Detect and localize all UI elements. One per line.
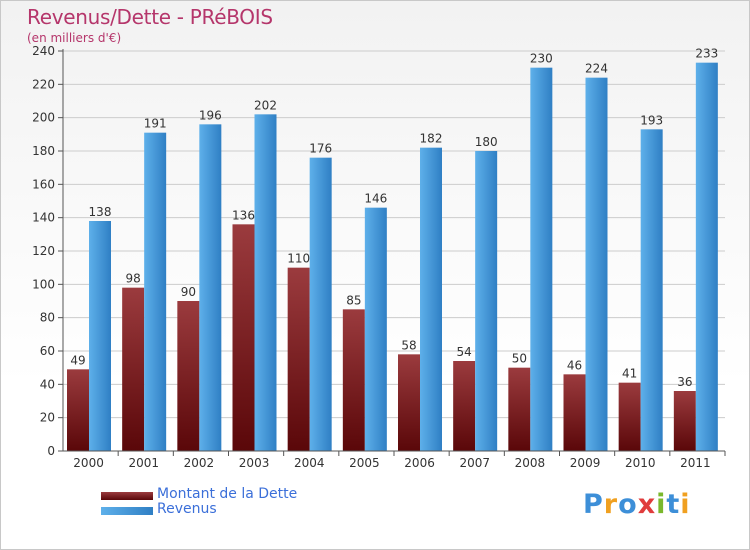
bar-dette-2011 bbox=[673, 391, 696, 451]
y-tick-label: 180 bbox=[32, 144, 55, 158]
bar-revenus-2008 bbox=[530, 67, 553, 452]
data-label-revenus-2011: 233 bbox=[695, 47, 718, 61]
data-label-revenus-2005: 146 bbox=[364, 192, 387, 206]
x-tick-label: 2000 bbox=[73, 456, 104, 470]
data-label-dette-2011: 36 bbox=[677, 375, 692, 389]
legend-label-dette: Montant de la Dette bbox=[157, 486, 298, 502]
bar-revenus-2005 bbox=[364, 207, 387, 451]
data-label-dette-2009: 46 bbox=[567, 358, 582, 372]
data-label-dette-2005: 85 bbox=[346, 293, 361, 307]
bar-revenus-2010 bbox=[640, 129, 663, 452]
bar-revenus-2006 bbox=[420, 147, 442, 451]
data-label-dette-2008: 50 bbox=[512, 352, 527, 366]
y-tick-label: 160 bbox=[32, 177, 55, 191]
bar-dette-2002 bbox=[177, 301, 200, 451]
bar-dette-2004 bbox=[287, 267, 310, 451]
proxiti-logo: Proxiti bbox=[583, 489, 691, 520]
x-tick-label: 2002 bbox=[184, 456, 215, 470]
data-label-revenus-2001: 191 bbox=[144, 117, 167, 131]
data-label-dette-2010: 41 bbox=[622, 367, 637, 381]
data-label-revenus-2004: 176 bbox=[309, 142, 332, 156]
bar-dette-2008 bbox=[508, 367, 531, 451]
x-tick-label: 2007 bbox=[459, 456, 490, 470]
logo-letter: x bbox=[637, 489, 657, 520]
x-tick-label: 2010 bbox=[625, 456, 656, 470]
data-label-dette-2001: 98 bbox=[126, 272, 141, 286]
x-tick-label: 2004 bbox=[294, 456, 325, 470]
y-tick-label: 220 bbox=[32, 77, 55, 91]
legend-label-revenus: Revenus bbox=[157, 501, 217, 517]
x-tick-label: 2005 bbox=[349, 456, 380, 470]
data-label-revenus-2002: 196 bbox=[199, 108, 222, 122]
bar-dette-2007 bbox=[453, 361, 476, 451]
axes bbox=[58, 49, 726, 456]
data-label-dette-2007: 54 bbox=[457, 345, 472, 359]
data-label-revenus-2009: 224 bbox=[585, 62, 608, 76]
y-tick-label: 100 bbox=[32, 277, 55, 291]
y-tick-label: 80 bbox=[40, 311, 55, 325]
bar-dette-2005 bbox=[342, 309, 365, 451]
data-label-revenus-2007: 180 bbox=[475, 135, 498, 149]
data-label-revenus-2008: 230 bbox=[530, 52, 553, 66]
bar-revenus-2004 bbox=[309, 157, 332, 451]
y-tick-label: 0 bbox=[47, 444, 55, 458]
labels: 0 20 40 60 80 100 120 140 160 180 200 220 240 2000 49 1… bbox=[32, 44, 718, 470]
y-tick-label: 240 bbox=[32, 44, 55, 58]
data-label-revenus-2006: 182 bbox=[420, 132, 443, 146]
y-tick-label: 140 bbox=[32, 211, 55, 225]
y-tick-label: 200 bbox=[32, 111, 55, 125]
x-tick-label: 2003 bbox=[239, 456, 270, 470]
x-tick-label: 2011 bbox=[680, 456, 711, 470]
data-label-dette-2004: 110 bbox=[287, 252, 310, 266]
bar-revenus-2009 bbox=[585, 77, 608, 452]
chart-title: Revenus/Dette - PRéBOIS bbox=[27, 5, 273, 29]
bar-revenus-2007 bbox=[475, 151, 498, 451]
data-label-dette-2003: 136 bbox=[232, 208, 255, 222]
x-tick-label: 2009 bbox=[570, 456, 601, 470]
data-label-dette-2006: 58 bbox=[401, 338, 416, 352]
grid-lines bbox=[63, 50, 725, 419]
bar-revenus-2011 bbox=[695, 62, 718, 452]
bar-dette-2003 bbox=[232, 224, 255, 451]
bar-revenus-2000 bbox=[89, 221, 111, 451]
logo-letter: i bbox=[680, 489, 691, 520]
logo-letter: t bbox=[666, 489, 681, 520]
bar-revenus-2002 bbox=[199, 124, 222, 451]
y-tick-label: 20 bbox=[40, 411, 55, 425]
legend-swatch-revenus bbox=[101, 507, 153, 515]
bar-dette-2006 bbox=[398, 354, 420, 451]
x-tick-label: 2006 bbox=[404, 456, 435, 470]
y-tick-label: 60 bbox=[40, 344, 55, 358]
bar-dette-2000 bbox=[67, 369, 89, 451]
bar-dette-2010 bbox=[618, 382, 641, 451]
logo-letter: i bbox=[656, 489, 667, 520]
data-label-revenus-2010: 193 bbox=[640, 113, 663, 127]
bars bbox=[67, 62, 718, 452]
x-tick-label: 2001 bbox=[128, 456, 159, 470]
logo-letter: r bbox=[603, 489, 619, 520]
data-label-revenus-2000: 138 bbox=[89, 205, 112, 219]
bar-revenus-2001 bbox=[144, 132, 167, 451]
data-label-dette-2002: 90 bbox=[181, 285, 196, 299]
y-tick-label: 40 bbox=[40, 377, 55, 391]
data-label-revenus-2003: 202 bbox=[254, 98, 277, 112]
logo-letter: P bbox=[583, 489, 604, 520]
logo-letter: o bbox=[618, 489, 638, 520]
bar-dette-2009 bbox=[563, 374, 586, 451]
chart-subtitle: (en milliers d'€) bbox=[27, 31, 122, 45]
y-tick-label: 120 bbox=[32, 244, 55, 258]
data-label-dette-2000: 49 bbox=[70, 353, 85, 367]
bar-dette-2001 bbox=[122, 287, 145, 451]
bar-revenus-2003 bbox=[254, 114, 277, 451]
legend-swatch-dette bbox=[101, 492, 153, 500]
x-tick-label: 2008 bbox=[515, 456, 546, 470]
